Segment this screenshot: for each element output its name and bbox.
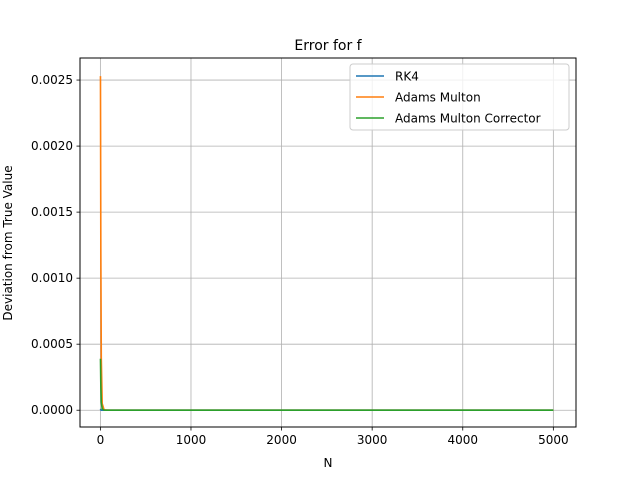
series-group [99,76,554,412]
grid [80,58,576,427]
x-tick-label: 5000 [538,433,569,447]
y-tick-label: 0.0005 [31,337,73,351]
y-axis-label: Deviation from True Value [1,165,15,320]
chart-title: Error for f [294,38,362,54]
y-tick-label: 0.0000 [31,403,73,417]
x-tick-label: 2000 [266,433,297,447]
y-tick-label: 0.0010 [31,271,73,285]
series-line-adams-multon-corrector [99,358,554,412]
x-tick-label: 4000 [447,433,478,447]
legend-label-rk4: RK4 [395,70,419,84]
x-tick-label: 3000 [357,433,388,447]
y-axis-ticks: 0.0000 0.0005 0.0010 0.0015 0.0020 0.0025 [31,73,80,417]
x-axis-ticks: 0 1000 2000 3000 4000 5000 [97,427,569,447]
x-tick-label: 0 [97,433,105,447]
x-axis-label: N [324,456,333,470]
legend-label-adams-multon-corrector: Adams Multon Corrector [395,112,541,126]
x-tick-label: 1000 [176,433,207,447]
y-tick-label: 0.0025 [31,73,73,87]
legend: RK4 Adams Multon Adams Multon Corrector [349,63,570,131]
legend-label-adams-multon: Adams Multon [395,91,481,105]
plot-frame [79,57,577,428]
y-tick-label: 0.0020 [31,139,73,153]
y-tick-label: 0.0015 [31,205,73,219]
legend-box [349,63,570,131]
